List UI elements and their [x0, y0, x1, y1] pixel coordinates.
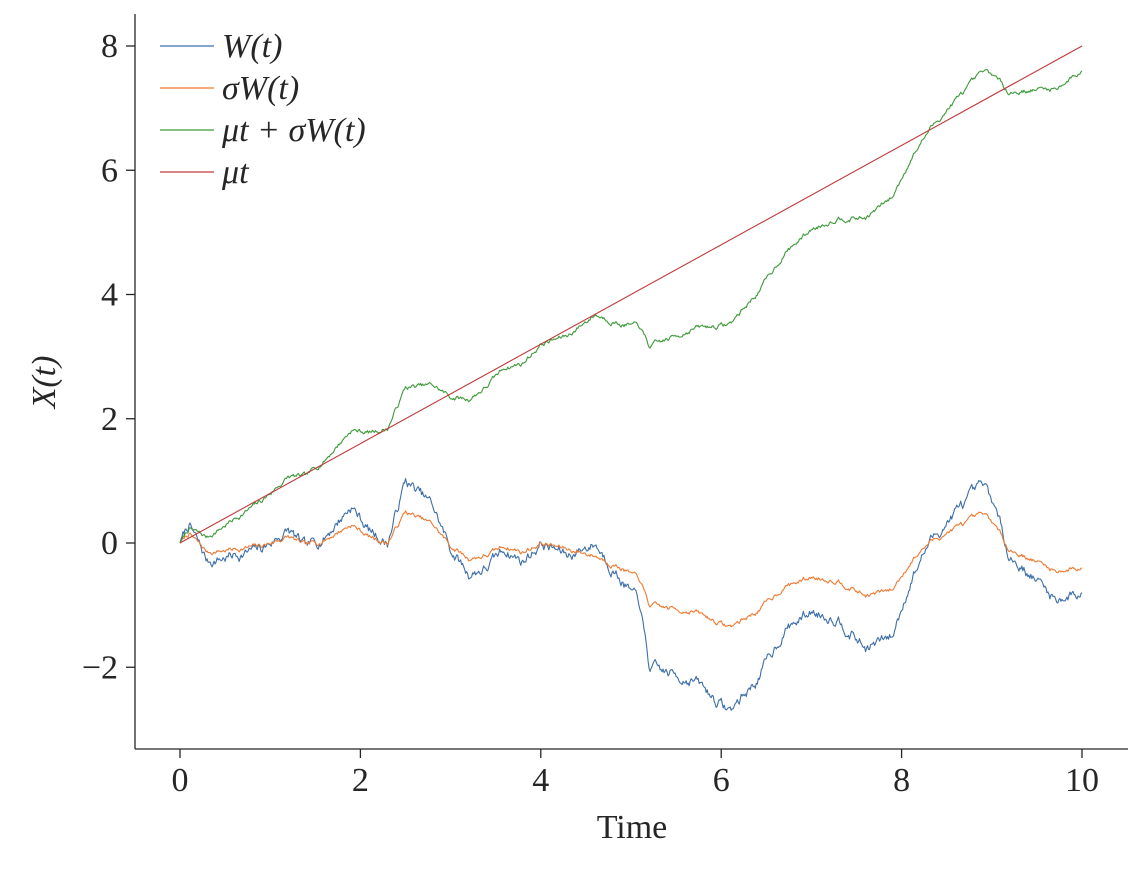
x-tick-label: 2 — [352, 762, 369, 799]
y-axis-title: X(t) — [26, 356, 63, 411]
x-tick-label: 6 — [713, 762, 730, 799]
x-tick-label: 4 — [532, 762, 549, 799]
series-line-sigma-w-t — [179, 510, 1083, 628]
y-tick-label: 0 — [101, 525, 118, 562]
legend: W(t) σW(t) μt + σW(t) μt — [160, 28, 366, 191]
plot-area — [179, 45, 1083, 711]
series-line-mu-t — [179, 45, 1083, 544]
x-tick-label: 10 — [1065, 762, 1099, 799]
x-axis-title: Time — [597, 809, 668, 846]
y-tick-label: 2 — [101, 401, 118, 438]
y-tick-label: 6 — [101, 152, 118, 189]
y-tick-label: 8 — [101, 28, 118, 65]
ticks: 0 2 4 6 8 10 −2 0 2 4 6 8 — [82, 28, 1099, 799]
y-tick-label: 4 — [101, 277, 118, 314]
legend-label-mu-t: μt — [221, 154, 250, 191]
y-tick-label: −2 — [82, 649, 118, 686]
legend-label-w-t: W(t) — [222, 28, 282, 65]
series-line-w-t — [179, 478, 1083, 711]
axes — [134, 14, 1128, 750]
x-tick-label: 0 — [172, 762, 189, 799]
legend-label-sigma-w-t: σW(t) — [222, 70, 299, 107]
legend-label-mu-t-plus-sigma-w-t: μt + σW(t) — [221, 112, 366, 149]
x-tick-label: 8 — [893, 762, 910, 799]
series-line-mu-t-plus-sigma-w-t — [179, 68, 1083, 544]
